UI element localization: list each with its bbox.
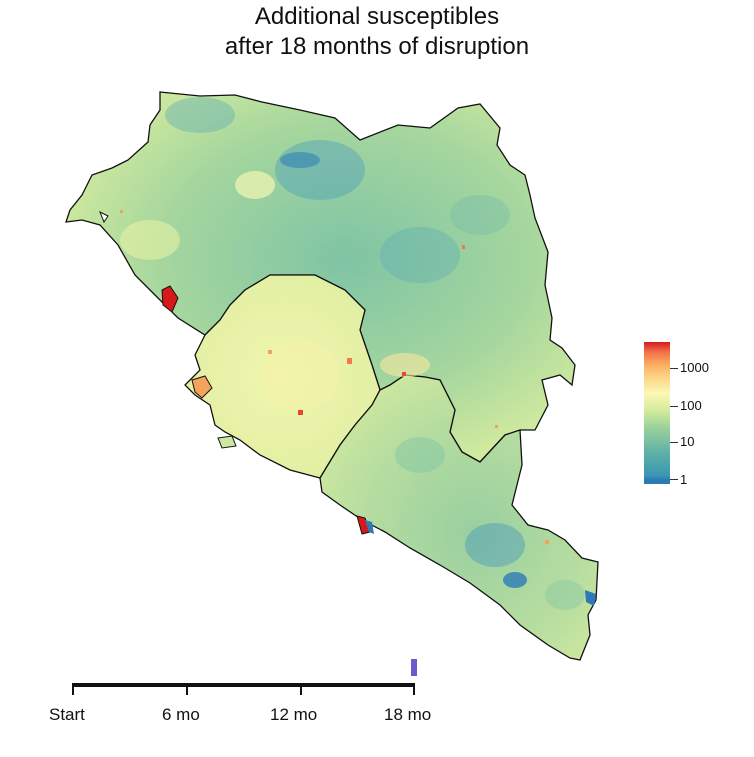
timeline-label-18mo: 18 mo — [384, 705, 432, 724]
map-title-line-1: Additional susceptibles — [254, 3, 500, 30]
timeline-current-marker — [411, 659, 417, 676]
legend-label-1000: 1000 — [680, 360, 709, 375]
legend-label-100: 100 — [680, 398, 702, 413]
timeline-label-12mo: 12 mo — [270, 705, 318, 724]
timeline-label-start: Start — [49, 705, 85, 724]
map-coastal-features — [99, 210, 596, 606]
legend-tick-1 — [670, 479, 678, 480]
legend-tick-1000 — [670, 368, 678, 369]
color-legend: 1000 100 10 1 — [644, 342, 744, 492]
timeline — [72, 659, 417, 695]
legend-tick-100 — [670, 406, 678, 407]
map-title-line-2: after 18 months of disruption — [224, 33, 530, 60]
legend-tick-10 — [670, 442, 678, 443]
timeline-label-6mo: 6 mo — [162, 705, 200, 724]
legend-label-1: 1 — [680, 472, 688, 487]
legend-color-bar — [644, 342, 670, 484]
map-texture-patches — [120, 97, 585, 610]
legend-label-10: 10 — [680, 434, 695, 449]
